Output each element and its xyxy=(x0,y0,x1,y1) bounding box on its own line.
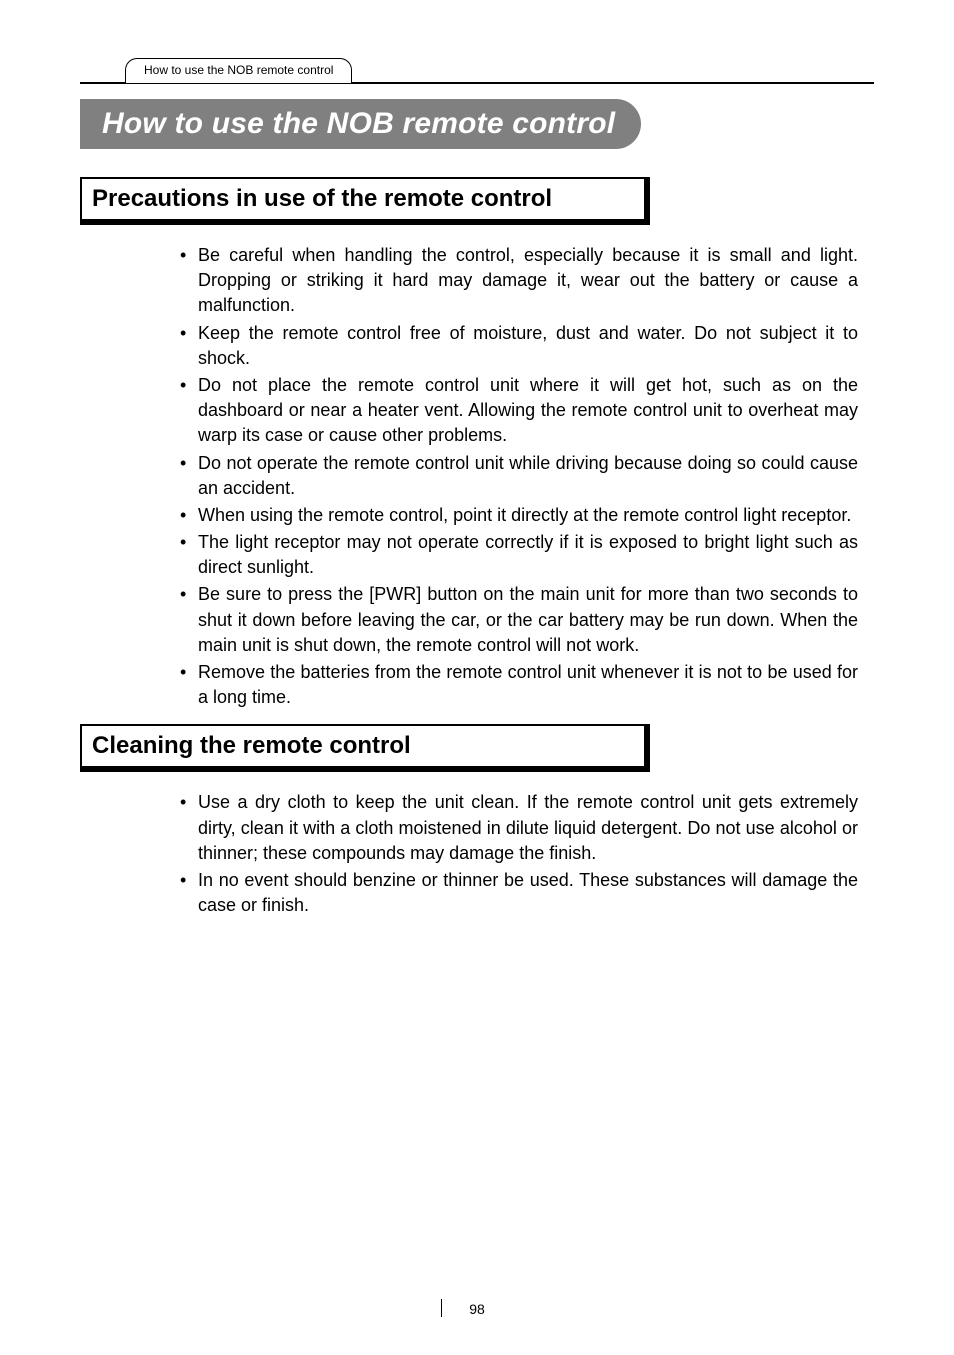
precautions-list: Be careful when handling the control, es… xyxy=(180,243,858,710)
list-item: Do not operate the remote control unit w… xyxy=(180,451,858,501)
list-item: In no event should benzine or thinner be… xyxy=(180,868,858,918)
cleaning-content: Use a dry cloth to keep the unit clean. … xyxy=(80,790,874,918)
header-tab-container: How to use the NOB remote control xyxy=(125,58,874,83)
precautions-content: Be careful when handling the control, es… xyxy=(80,243,874,710)
main-title-container: How to use the NOB remote control xyxy=(80,99,874,149)
list-item: Be careful when handling the control, es… xyxy=(180,243,858,319)
list-item: When using the remote control, point it … xyxy=(180,503,858,528)
section-heading-cleaning: Cleaning the remote control xyxy=(80,724,650,772)
section-heading-precautions-wrap: Precautions in use of the remote control xyxy=(80,177,874,225)
main-title: How to use the NOB remote control xyxy=(80,99,641,149)
list-item: The light receptor may not operate corre… xyxy=(180,530,858,580)
footer-tick xyxy=(441,1299,442,1317)
header-tab-label: How to use the NOB remote control xyxy=(144,63,333,77)
cleaning-list: Use a dry cloth to keep the unit clean. … xyxy=(180,790,858,918)
header-tab: How to use the NOB remote control xyxy=(125,58,352,83)
page-number: 98 xyxy=(469,1297,485,1317)
list-item: Remove the batteries from the remote con… xyxy=(180,660,858,710)
list-item: Use a dry cloth to keep the unit clean. … xyxy=(180,790,858,866)
section-heading-precautions: Precautions in use of the remote control xyxy=(80,177,650,225)
list-item: Keep the remote control free of moisture… xyxy=(180,321,858,371)
section-heading-cleaning-wrap: Cleaning the remote control xyxy=(80,724,874,772)
list-item: Do not place the remote control unit whe… xyxy=(180,373,858,449)
list-item: Be sure to press the [PWR] button on the… xyxy=(180,582,858,658)
